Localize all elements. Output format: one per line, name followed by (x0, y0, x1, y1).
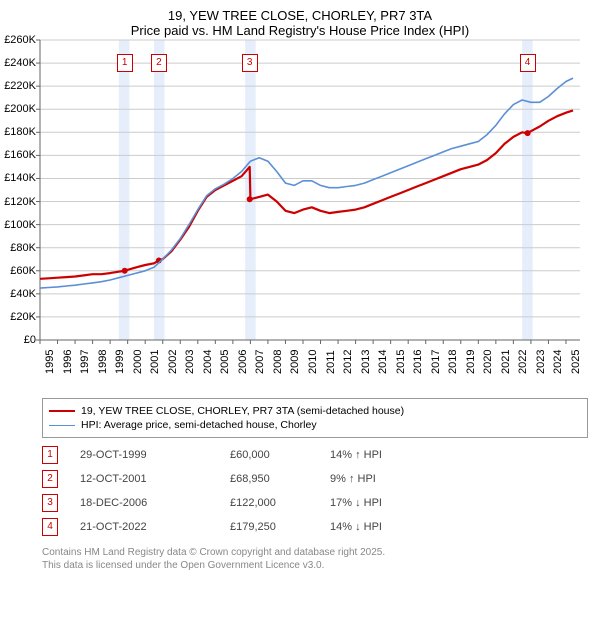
x-axis-tick-label: 2005 (219, 350, 231, 374)
transaction-diff: 14% ↓ HPI (330, 521, 430, 533)
legend-item: HPI: Average price, semi-detached house,… (49, 419, 581, 431)
y-axis-tick-label: £60K (10, 265, 36, 277)
transaction-row: 1 29-OCT-1999£60,00014% ↑ HPI (42, 446, 588, 464)
legend-swatch (49, 425, 75, 426)
y-axis-tick-label: £140K (4, 172, 36, 184)
y-axis-tick-label: £100K (4, 219, 36, 231)
y-axis-tick-label: £240K (4, 57, 36, 69)
x-axis-tick-label: 2008 (272, 350, 284, 374)
transaction-diff: 9% ↑ HPI (330, 473, 430, 485)
x-axis-tick-label: 2021 (500, 350, 512, 374)
x-axis-tick-label: 2025 (570, 350, 582, 374)
x-axis-tick-label: 2002 (167, 350, 179, 374)
x-axis-tick-label: 2011 (325, 350, 337, 374)
x-axis-tick-label: 1999 (114, 350, 126, 374)
transaction-date: 21-OCT-2022 (80, 521, 230, 533)
x-axis-tick-label: 2016 (412, 350, 424, 374)
x-axis-tick-label: 2020 (482, 350, 494, 374)
y-axis-tick-label: £20K (10, 311, 36, 323)
x-axis-tick-label: 2004 (202, 350, 214, 374)
transaction-diff: 14% ↑ HPI (330, 449, 430, 461)
y-axis-tick-label: £160K (4, 149, 36, 161)
transaction-date: 18-DEC-2006 (80, 497, 230, 509)
x-axis-tick-label: 2015 (395, 350, 407, 374)
legend-item: 19, YEW TREE CLOSE, CHORLEY, PR7 3TA (se… (49, 405, 581, 417)
chart-area: £0£20K£40K£60K£80K£100K£120K£140K£160K£1… (40, 40, 600, 360)
transaction-marker: 1 (42, 446, 58, 464)
x-axis-tick-label: 2017 (430, 350, 442, 374)
y-axis-tick-label: £180K (4, 126, 36, 138)
x-axis-tick-label: 2019 (465, 350, 477, 374)
transaction-date: 12-OCT-2001 (80, 473, 230, 485)
y-axis-tick-label: £260K (4, 34, 36, 46)
transaction-price: £68,950 (230, 473, 330, 485)
legend-label: 19, YEW TREE CLOSE, CHORLEY, PR7 3TA (se… (81, 405, 404, 417)
x-axis-tick-label: 2022 (517, 350, 529, 374)
transaction-marker: 3 (42, 494, 58, 512)
transaction-row: 4 21-OCT-2022£179,25014% ↓ HPI (42, 518, 588, 536)
y-axis-tick-label: £200K (4, 103, 36, 115)
x-axis-tick-label: 2010 (307, 350, 319, 374)
x-axis-tick-label: 1998 (97, 350, 109, 374)
chart-title-line1: 19, YEW TREE CLOSE, CHORLEY, PR7 3TA (0, 0, 600, 23)
y-axis-tick-label: £80K (10, 242, 36, 254)
annotation-marker: 2 (151, 54, 167, 72)
x-axis-tick-label: 2003 (184, 350, 196, 374)
legend-swatch (49, 410, 75, 412)
transactions-table: 1 29-OCT-1999£60,00014% ↑ HPI 2 12-OCT-2001… (42, 446, 588, 536)
transaction-row: 3 18-DEC-2006£122,00017% ↓ HPI (42, 494, 588, 512)
transaction-marker: 4 (42, 518, 58, 536)
annotation-marker: 1 (117, 54, 133, 72)
annotation-marker: 3 (242, 54, 258, 72)
x-axis-tick-label: 1995 (44, 350, 56, 374)
x-axis-tick-label: 2000 (132, 350, 144, 374)
transaction-marker: 2 (42, 470, 58, 488)
transaction-row: 2 12-OCT-2001£68,9509% ↑ HPI (42, 470, 588, 488)
transaction-price: £122,000 (230, 497, 330, 509)
x-axis-tick-label: 2013 (360, 350, 372, 374)
chart-title-line2: Price paid vs. HM Land Registry's House … (0, 23, 600, 40)
x-axis-tick-label: 1997 (79, 350, 91, 374)
annotation-marker: 4 (520, 54, 536, 72)
legend-label: HPI: Average price, semi-detached house,… (81, 419, 317, 431)
x-axis-tick-label: 2001 (149, 350, 161, 374)
x-axis-tick-label: 2009 (289, 350, 301, 374)
x-axis-tick-label: 2023 (535, 350, 547, 374)
transaction-price: £60,000 (230, 449, 330, 461)
legend: 19, YEW TREE CLOSE, CHORLEY, PR7 3TA (se… (42, 398, 588, 438)
x-axis-tick-label: 1996 (62, 350, 74, 374)
y-axis-tick-label: £120K (4, 196, 36, 208)
y-axis-tick-label: £0 (24, 334, 36, 346)
line-chart (40, 40, 580, 340)
x-axis-tick-label: 2006 (237, 350, 249, 374)
footer-line2: This data is licensed under the Open Gov… (42, 560, 324, 571)
transaction-diff: 17% ↓ HPI (330, 497, 430, 509)
x-axis-tick-label: 2007 (254, 350, 266, 374)
y-axis-tick-label: £220K (4, 80, 36, 92)
x-axis-tick-label: 2018 (447, 350, 459, 374)
x-axis-tick-label: 2024 (552, 350, 564, 374)
data-attribution: Contains HM Land Registry data © Crown c… (42, 546, 588, 572)
y-axis-tick-label: £40K (10, 288, 36, 300)
footer-line1: Contains HM Land Registry data © Crown c… (42, 547, 385, 558)
x-axis-tick-label: 2014 (377, 350, 389, 374)
transaction-date: 29-OCT-1999 (80, 449, 230, 461)
transaction-price: £179,250 (230, 521, 330, 533)
x-axis-tick-label: 2012 (342, 350, 354, 374)
